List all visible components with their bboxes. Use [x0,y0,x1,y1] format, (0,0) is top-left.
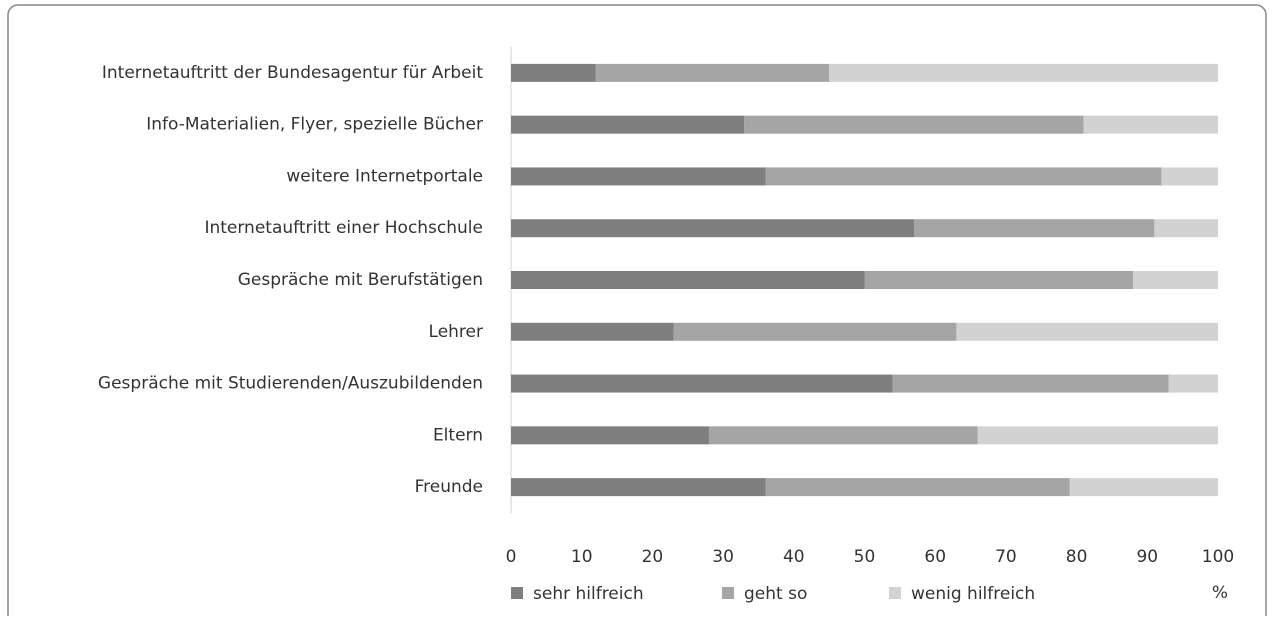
x-tick-label: 80 [1066,547,1088,567]
y-tick-label: Gespräche mit Berufstätigen [238,270,483,290]
x-tick-label: 0 [506,547,517,567]
bar-segment [765,478,1070,497]
bar-segment [956,322,1218,341]
x-tick-label: 100 [1202,547,1234,567]
legend-label: sehr hilfreich [533,584,644,604]
bar-segment [1133,271,1218,289]
bar-segment [864,271,1134,289]
y-tick-label: Eltern [433,425,483,445]
bar-segment [511,271,865,289]
bar-segment [511,426,709,445]
bar-segment [744,115,1084,134]
bar-segment [765,167,1162,186]
bar-segment [829,63,1218,82]
y-tick-label: Freunde [415,477,483,497]
y-tick-label: Internetauftritt der Bundesagentur für A… [102,63,483,83]
bar-segment [511,219,914,238]
bar-segment [511,115,745,134]
y-tick-label: weitere Internetportale [286,166,483,186]
bar-segment [673,322,957,341]
chart-frame [7,4,1267,620]
y-tick-label: Lehrer [429,322,483,342]
legend-swatch [722,587,734,599]
bar-segment [1069,478,1218,497]
bar-segment [511,167,766,186]
x-tick-label: 40 [783,547,805,567]
legend-label: geht so [744,584,807,604]
x-tick-label: 10 [571,547,593,567]
x-tick-label: 50 [854,547,876,567]
bar-segment [977,426,1218,445]
bar-segment [892,374,1169,393]
x-tick-label: 60 [924,547,946,567]
legend-swatch [889,587,901,599]
bar-segment [511,63,596,82]
y-tick-label: Gespräche mit Studierenden/Auszubildende… [98,374,483,394]
x-tick-label: 30 [712,547,734,567]
x-tick-label: 90 [1136,547,1158,567]
y-tick-label: Internetauftritt einer Hochschule [204,218,483,238]
x-tick-label: 70 [995,547,1017,567]
y-tick-label: Info-Materialien, Flyer, spezielle Büche… [146,115,483,135]
bar-segment [1168,374,1218,393]
legend-swatch [511,587,523,599]
bar-segment [913,219,1155,238]
bar-segment [595,63,830,82]
bar-segment [1161,167,1218,186]
bar-segment [1154,219,1218,238]
legend-label: wenig hilfreich [911,584,1035,604]
bar-segment [511,374,893,393]
bar-segment [511,478,766,497]
bar-segment [708,426,978,445]
bar-segment [1083,115,1218,134]
x-tick-label: 20 [642,547,664,567]
bar-segment [511,322,674,341]
x-axis-label: % [1212,583,1228,603]
